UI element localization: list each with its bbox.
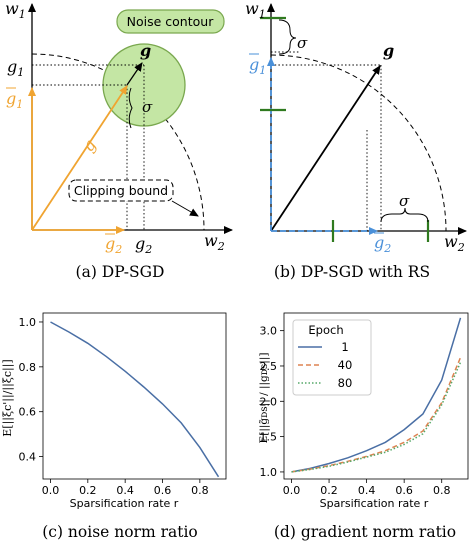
chart-noise-norm-ratio: 0.0 0.2 0.4 0.6 0.8 0.4 0.6 0.8 1.0 Sparsificati… — [1, 312, 227, 541]
chart-c-ticks: 0.0 0.2 0.4 0.6 0.8 0.4 0.6 0.8 1.0 — [19, 316, 209, 497]
series-line-1 — [291, 317, 462, 473]
x-tick-label: 0.4 — [116, 484, 134, 497]
chart-d-series — [291, 317, 462, 473]
plot-frame — [283, 312, 469, 480]
y-tick-label: 1.0 — [260, 466, 278, 479]
g1bar-label: g1 — [6, 89, 23, 111]
x-tick-label: 0.8 — [191, 484, 209, 497]
y-tick-label: 2.0 — [260, 395, 278, 408]
y-tick-label: 0.4 — [19, 451, 37, 464]
legend-box — [292, 319, 372, 396]
chart-d-xlabel: Sparsification rate r — [320, 497, 429, 510]
g2bar-label-b: g2 — [374, 233, 391, 255]
sigma-brace-right — [380, 207, 429, 223]
panel-b: w1 w2 g g1 σ σ g2 (b) DP-SGD with RS — [245, 0, 467, 281]
clipping-bound-arc-b — [270, 54, 447, 232]
sigma-label-b-top: σ — [297, 34, 308, 52]
legend-title: Epoch — [308, 323, 343, 337]
sigma-brace — [128, 87, 133, 129]
x-tick-label: 0.4 — [358, 484, 376, 497]
noisy-gradient-arrow — [270, 65, 381, 232]
noise-contour-box — [116, 9, 225, 34]
series-line-80 — [291, 362, 462, 473]
x-tick-label: 0.0 — [283, 484, 301, 497]
chart-c-xlabel: Sparsification rate r — [70, 497, 179, 510]
sigma-label-a: σ — [142, 98, 153, 116]
y-tick-label: 3.0 — [260, 325, 278, 338]
y-tick-label: 2.5 — [260, 360, 278, 373]
caption-c: (c) noise norm ratio — [42, 523, 198, 541]
g-label-b: g — [383, 41, 394, 60]
caption-a: (a) DP-SGD — [76, 263, 165, 281]
chart-d-ticks: 0.0 0.2 0.4 0.6 0.8 1.0 1.5 2.0 2.5 3.0 — [260, 325, 451, 497]
y-tick-label: 0.6 — [19, 406, 37, 419]
gbar-label: g — [78, 136, 99, 155]
x-tick-label: 0.6 — [395, 484, 413, 497]
chart-c-axes — [42, 312, 227, 480]
clipped-gradient-arrow — [31, 85, 128, 231]
g2bar-label: g2 — [105, 234, 122, 256]
w2-label-b: w2 — [444, 232, 465, 254]
clipping-bound-box — [68, 179, 174, 202]
chart-c-ylabel: E[||ξc'||/||ξc||] — [1, 359, 15, 436]
noise-contour-label: Noise contour — [127, 14, 215, 29]
clipping-bound-label: Clipping bound — [74, 183, 168, 198]
sigma-label-b-right: σ — [399, 192, 410, 210]
legend-label-40: 40 — [338, 358, 353, 372]
g2-label: g2 — [135, 234, 152, 256]
chart-d-ylabel: E[||g̃ᴅs|| / ||gᴅs||] — [258, 353, 271, 444]
w2-label: w2 — [204, 231, 225, 253]
chart-gradient-norm-ratio: 0.0 0.2 0.4 0.6 0.8 1.0 1.5 2.0 2.5 3.0 Epoch 1 40… — [258, 312, 469, 541]
panel-a: Noise contour Clipping bound w1 w2 g g1 … — [5, 0, 233, 281]
g1-label: g1 — [7, 57, 24, 79]
x-tick-label: 0.2 — [320, 484, 338, 497]
y-tick-label: 1.5 — [260, 431, 278, 444]
clipping-bound-arc — [31, 53, 205, 231]
legend-label-80: 80 — [338, 376, 353, 390]
plot-frame — [42, 312, 227, 480]
clipping-bound-pointer — [171, 200, 199, 217]
g1bar-label-b: g1 — [249, 55, 266, 77]
w1-label-b: w1 — [245, 0, 266, 21]
y-tick-label: 1.0 — [19, 316, 37, 329]
chart-d-axes — [283, 312, 469, 480]
y-tick-label: 0.8 — [19, 361, 37, 374]
x-tick-label: 0.0 — [42, 484, 60, 497]
caption-b: (b) DP-SGD with RS — [274, 263, 430, 281]
chart-d-legend: Epoch 1 40 80 — [292, 319, 372, 396]
caption-d: (d) gradient norm ratio — [274, 523, 456, 541]
x-tick-label: 0.8 — [433, 484, 451, 497]
g-label: g — [140, 41, 151, 60]
series-line — [50, 321, 220, 478]
noise-arrow — [126, 62, 143, 86]
w1-label: w1 — [5, 0, 26, 21]
chart-c-series — [50, 321, 220, 478]
x-tick-label: 0.6 — [154, 484, 172, 497]
x-tick-label: 0.2 — [79, 484, 97, 497]
sigma-brace-top — [278, 19, 297, 55]
legend-label-1: 1 — [341, 340, 348, 354]
